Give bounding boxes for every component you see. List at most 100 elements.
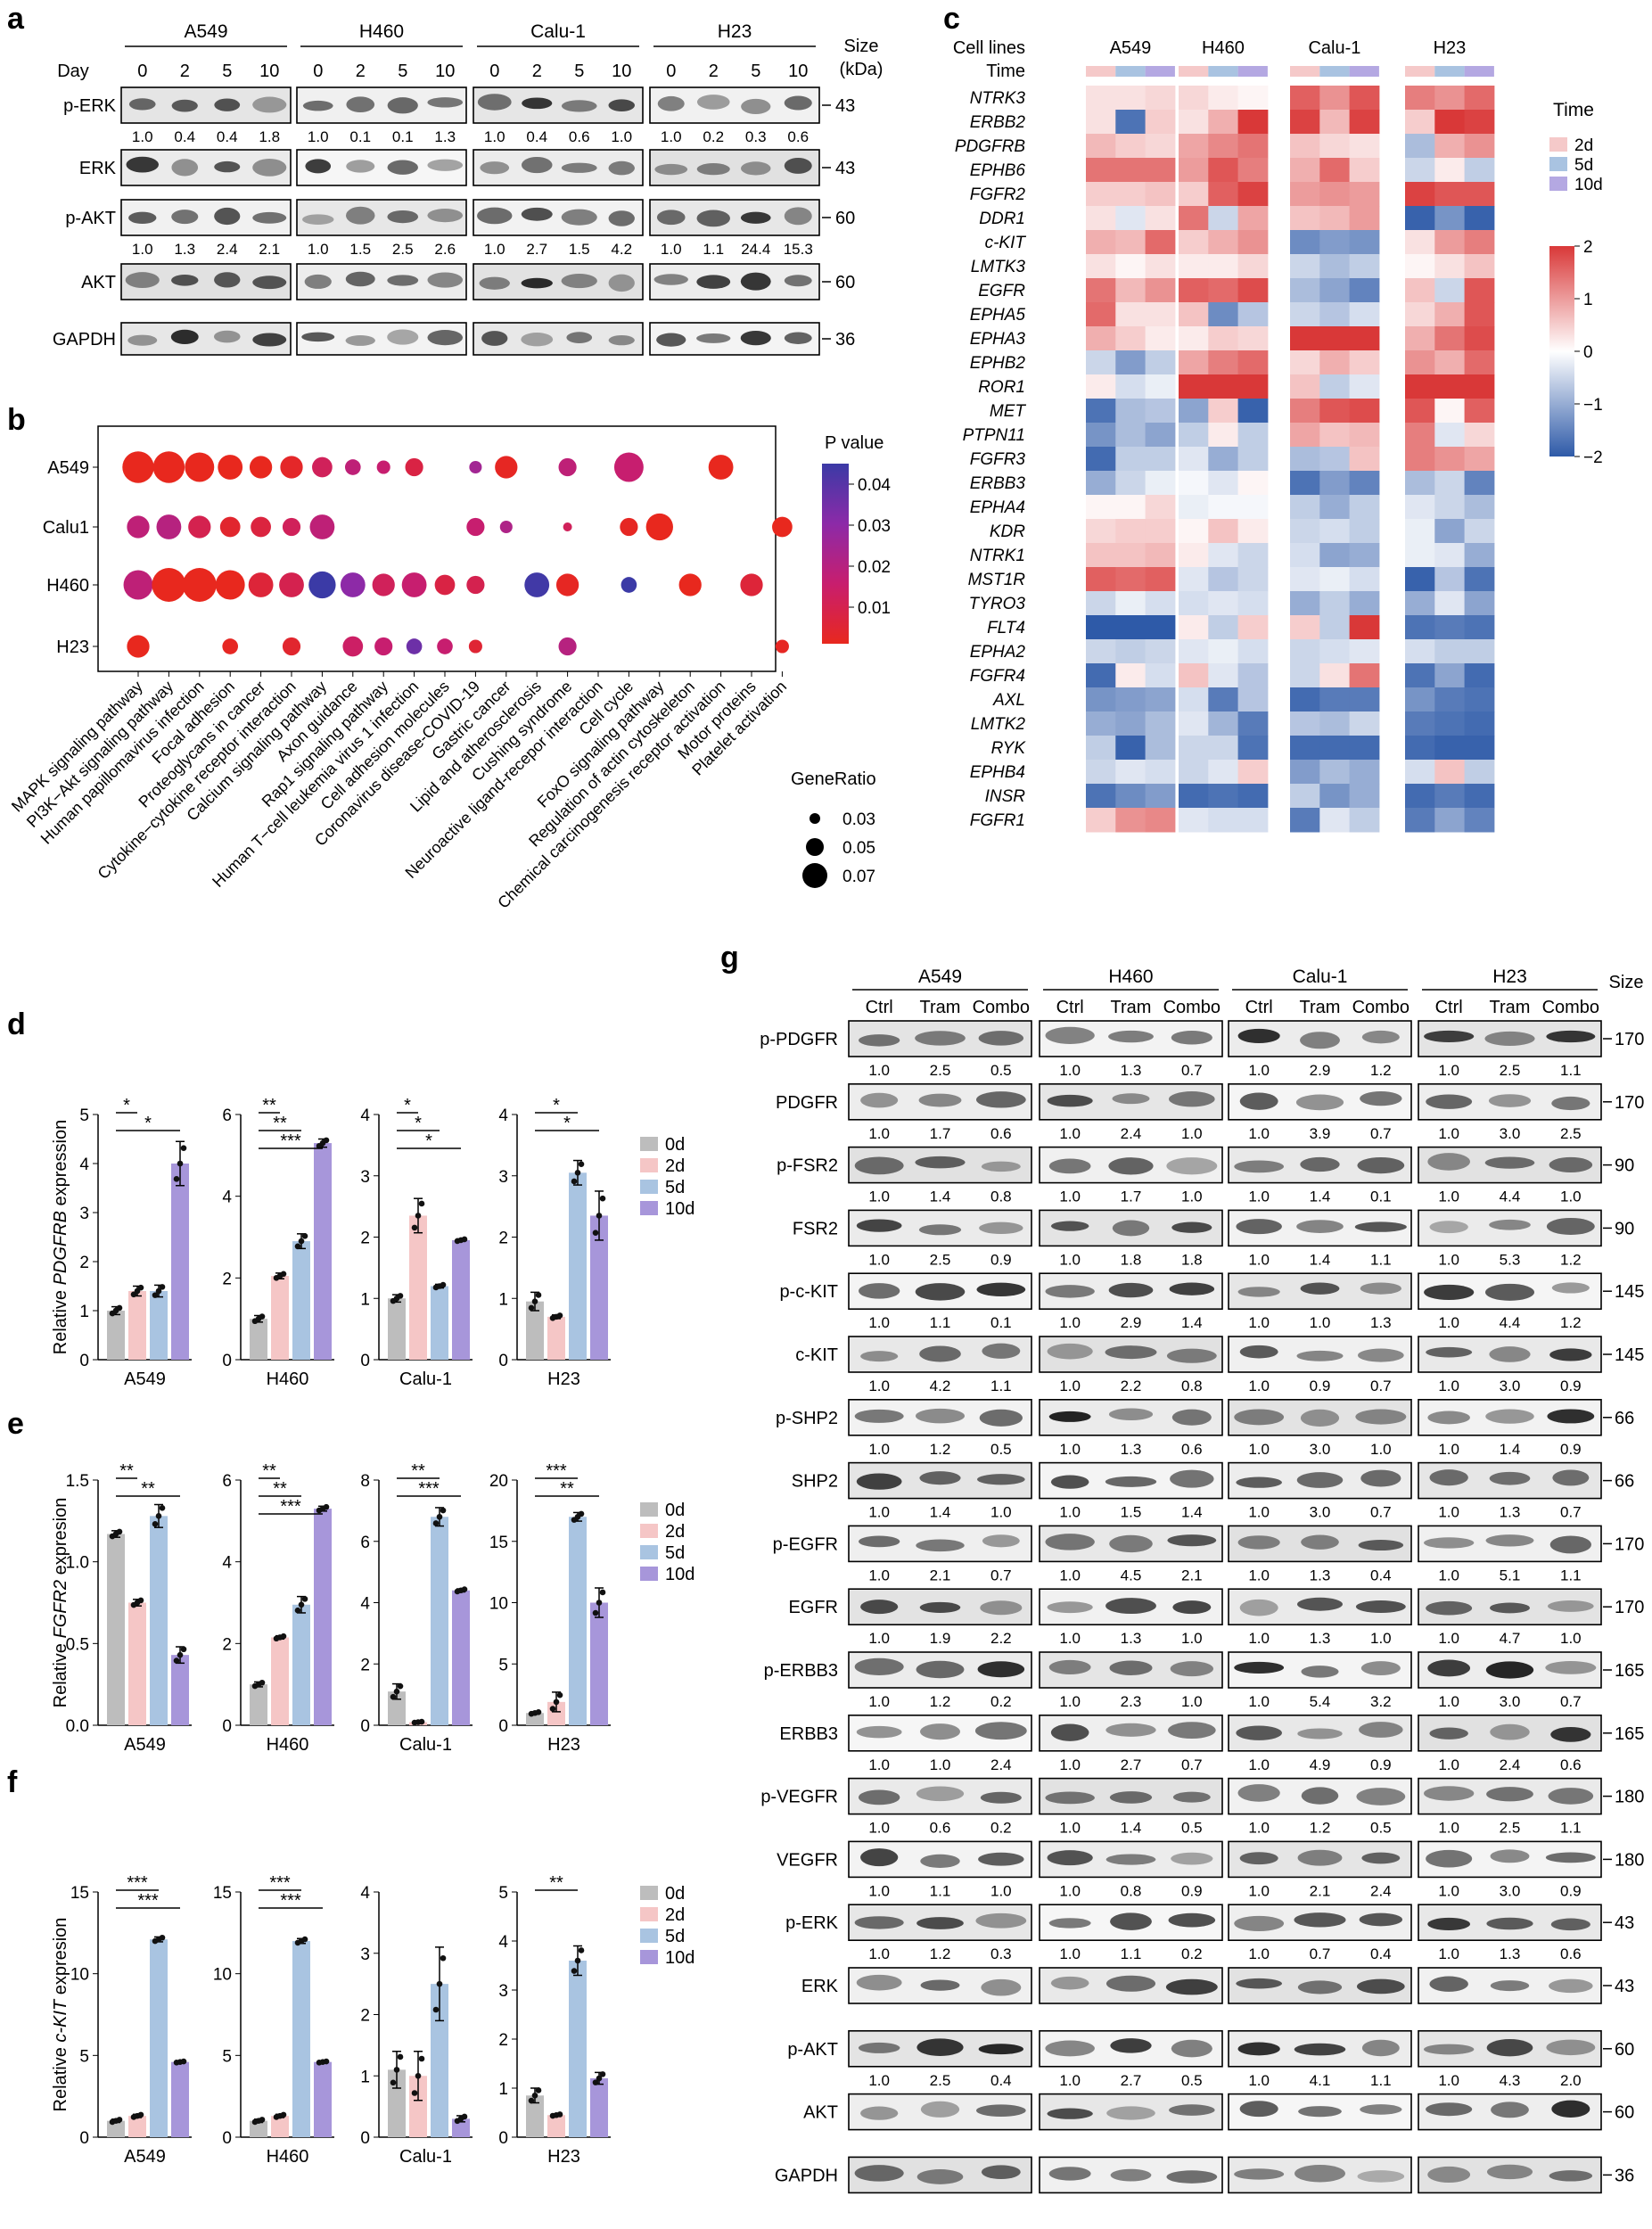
g-band-quant: 1.0 (1248, 1504, 1270, 1521)
band-quant: 1.5 (349, 241, 371, 258)
dot (563, 522, 572, 531)
significance-stars: ** (262, 1096, 276, 1115)
g-band-quant: 2.5 (930, 1251, 951, 1268)
band-quant: 2.4 (217, 241, 238, 258)
blot-g-band (1237, 2042, 1280, 2056)
data-point (578, 1161, 585, 1167)
dot (122, 451, 154, 483)
heatmap-cell (1464, 326, 1495, 351)
data-point (152, 1292, 159, 1298)
heatmap-cell (1290, 302, 1320, 327)
blot-g-band (856, 1219, 902, 1232)
day-label: 0 (137, 62, 147, 81)
blot-a-band (696, 95, 730, 110)
y-tick-label: 4 (360, 1106, 370, 1125)
day-label: 0 (313, 62, 323, 81)
heatmap-cell (1464, 399, 1495, 424)
dot (405, 457, 423, 477)
condition-label: Combo (1542, 998, 1599, 1017)
blot-a-band (252, 276, 287, 290)
heatmap-cell (1434, 663, 1466, 688)
blot-g-band (1048, 2167, 1091, 2181)
dot (645, 513, 673, 541)
blot-g-band (915, 1283, 966, 1301)
heatmap-cell (1349, 519, 1380, 544)
heatmap-cell (1434, 519, 1466, 544)
y-tick-label: 0 (222, 1717, 232, 1736)
heatmap-cell (1208, 110, 1239, 135)
heatmap-gene-label: INSR (985, 787, 1026, 806)
heatmap-cell (1086, 663, 1116, 688)
blot-g-band (1297, 1597, 1343, 1611)
y-axis-label: Relative c-KIT expresion (51, 1918, 70, 2112)
blot-g-band (1045, 1791, 1095, 1805)
blot-a-band (302, 214, 334, 225)
size-value: 60 (835, 273, 855, 292)
significance-stars: ** (119, 1461, 134, 1481)
blot-g-band (1426, 1346, 1473, 1358)
g-band-quant: 1.0 (1370, 1441, 1392, 1458)
blot-g-band (1424, 1537, 1475, 1549)
band-quant: 1.3 (434, 128, 456, 145)
panel-label-c: c (943, 2, 960, 36)
g-band-quant: 1.0 (868, 1378, 890, 1394)
data-point (574, 1170, 581, 1176)
bar (431, 1984, 448, 2137)
heatmap-cell (1349, 254, 1380, 279)
blot-g-band (1105, 1854, 1156, 1865)
heatmap-cell (1208, 302, 1239, 327)
heatmap-cell (1405, 134, 1435, 159)
g-cell-line-label: H23 (1492, 966, 1527, 987)
heatmap-gene-label: EPHA3 (970, 330, 1026, 349)
dot (772, 516, 793, 538)
heatmap-cell (1319, 230, 1351, 255)
heatmap-cell (1464, 687, 1495, 712)
heatmap-cell (1086, 615, 1116, 640)
g-band-quant: 1.0 (1059, 1125, 1081, 1142)
heatmap-gene-label: MET (990, 402, 1027, 421)
blot-a-band (479, 276, 510, 290)
g-band-quant: 1.0 (1370, 1630, 1392, 1647)
heatmap-gene-label: KDR (990, 522, 1025, 541)
data-point (259, 1313, 266, 1320)
y-tick-label: 20 (489, 1472, 508, 1491)
blot-a-band (521, 207, 553, 221)
dot (282, 637, 301, 656)
significance-stars: *** (137, 1891, 159, 1911)
heatmap-cell (1434, 350, 1466, 375)
heatmap-cell (1290, 495, 1320, 520)
blot-a-band (741, 98, 771, 115)
heatmap-cell (1290, 254, 1320, 279)
blot-g-band (1048, 1411, 1091, 1422)
blot-g-band (1426, 1849, 1473, 1868)
blot-a-band (481, 331, 508, 346)
data-point (259, 1679, 266, 1686)
blot-g-band (1300, 1282, 1340, 1295)
blot-g-band (1298, 2106, 1342, 2118)
g-cell-line-label: H460 (1108, 966, 1153, 987)
data-point (592, 1230, 599, 1236)
heatmap-cell (1464, 302, 1495, 327)
blot-a-band (566, 332, 593, 343)
heatmap-cell (1349, 182, 1380, 207)
band-quant: 1.3 (174, 241, 195, 258)
blot-g-band (919, 1471, 961, 1485)
y-tick-label: 10 (70, 1966, 89, 1985)
bar-legend-label: 5d (665, 1178, 685, 1197)
g-blot-row-label: p-FSR2 (777, 1156, 838, 1176)
data-point (397, 1293, 404, 1299)
heatmap-cell (1434, 567, 1466, 592)
time-bar (1179, 66, 1209, 77)
dot (127, 515, 150, 539)
blot-g-band (980, 1791, 1022, 1804)
g-band-quant: 1.0 (1438, 1630, 1459, 1647)
heatmap-cell (1319, 447, 1351, 472)
g-band-quant: 1.0 (1438, 1314, 1459, 1331)
time-bar (1208, 66, 1238, 77)
data-point (323, 1137, 330, 1144)
heatmap-cell (1179, 423, 1209, 448)
blot-g-band (1300, 1032, 1340, 1049)
heatmap-cell (1464, 639, 1495, 664)
g-band-quant: 1.3 (1310, 1567, 1331, 1583)
bar (292, 1941, 310, 2137)
